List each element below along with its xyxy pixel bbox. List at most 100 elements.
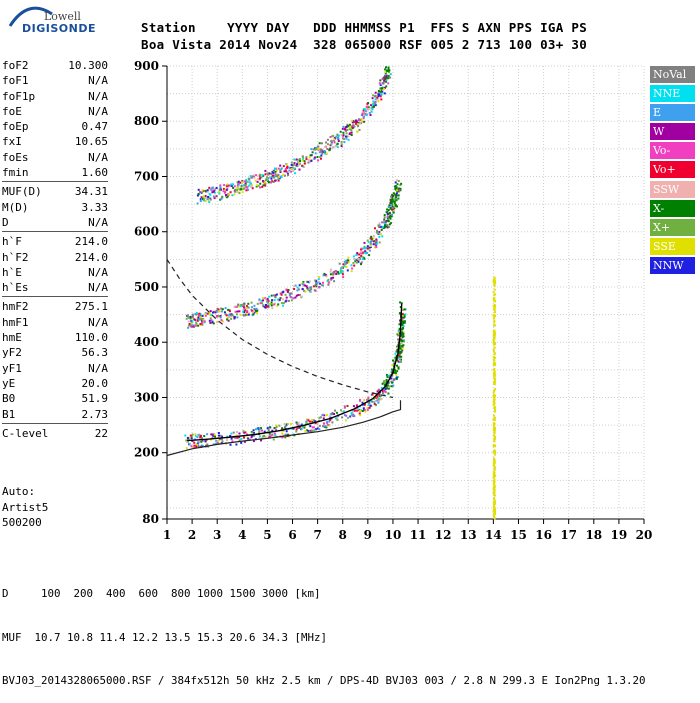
echo-dot	[280, 302, 283, 305]
echo-dot	[360, 261, 363, 264]
echo-dot	[492, 350, 495, 353]
echo-dot	[371, 97, 374, 100]
echo-dot	[360, 118, 363, 121]
echo-dot	[402, 335, 405, 338]
echo-dot	[287, 171, 290, 174]
echo-dot	[393, 362, 396, 365]
echo-dot	[221, 440, 224, 443]
param-row-mufd: MUF(D) 34.31	[2, 184, 108, 199]
echo-dot	[493, 297, 495, 300]
echo-dot	[307, 161, 310, 164]
param-value: 56.3	[81, 346, 109, 360]
echo-dot	[282, 165, 285, 168]
echo-dot	[210, 433, 213, 436]
echo-dot	[243, 311, 246, 314]
echo-dot	[248, 178, 251, 181]
echo-dot	[346, 269, 349, 272]
legend-item-ssw: SSW	[650, 180, 695, 198]
echo-dot	[366, 245, 369, 248]
echo-dot	[213, 190, 215, 193]
echo-dot	[297, 424, 300, 427]
echo-dot	[194, 324, 197, 327]
echo-dot	[275, 293, 278, 296]
echo-dot	[398, 328, 401, 331]
echo-dot	[285, 288, 288, 291]
echo-dot	[384, 78, 387, 81]
echo-dot	[220, 442, 223, 445]
echo-dot	[344, 135, 347, 138]
echo-dot	[351, 119, 354, 122]
echo-dot	[264, 306, 267, 309]
param-separator	[2, 296, 108, 298]
echo-dot	[321, 152, 324, 155]
echo-dot	[493, 432, 496, 435]
echo-dot	[493, 284, 496, 287]
echo-dot	[348, 126, 351, 129]
echo-dot	[312, 148, 315, 151]
echo-dot	[354, 260, 357, 263]
echo-dot	[212, 195, 215, 198]
echo-dot	[379, 89, 382, 92]
echo-dot	[278, 298, 281, 301]
echo-dot	[375, 246, 378, 249]
echo-dot	[389, 198, 392, 201]
param-name: yF2	[2, 346, 22, 360]
echo-dot	[189, 434, 192, 437]
echo-dot	[250, 185, 253, 188]
echo-dot	[494, 395, 496, 398]
echo-dot	[401, 318, 404, 321]
echo-dot	[493, 414, 496, 417]
echo-dot	[213, 197, 216, 200]
echo-dot	[208, 319, 211, 322]
echo-dot	[327, 278, 330, 281]
echo-dot	[279, 297, 282, 300]
echo-dot	[352, 125, 355, 128]
echo-dot	[322, 281, 324, 284]
echo-dot	[280, 291, 283, 294]
param-value: 0.47	[81, 120, 109, 134]
x-tick-label: 5	[263, 528, 271, 542]
echo-dot	[394, 187, 397, 190]
echo-dot	[330, 143, 333, 146]
echo-dot	[377, 100, 380, 103]
echo-dot	[253, 431, 255, 434]
echo-dot	[289, 295, 292, 298]
echo-dot	[254, 179, 257, 182]
echo-dot	[391, 196, 394, 199]
echo-dot	[301, 288, 304, 291]
echo-dot	[367, 106, 370, 109]
y-tick-label: 300	[134, 390, 159, 404]
echo-dot	[204, 440, 207, 443]
echo-dot	[379, 84, 382, 86]
echo-dot	[285, 423, 288, 426]
echo-dot	[366, 247, 369, 250]
echo-dot	[351, 409, 354, 412]
echo-dot	[381, 235, 384, 238]
echo-dot	[341, 410, 344, 413]
echo-dot	[256, 308, 259, 311]
echo-dot	[380, 93, 383, 96]
echo-dot	[268, 295, 271, 298]
legend-item-nne: NNE	[650, 85, 695, 103]
echo-dot	[387, 77, 390, 80]
echo-dot	[384, 224, 386, 227]
echo-dot	[362, 108, 365, 111]
echo-dot	[297, 294, 300, 296]
polarization-legend: NoVal NNE E W Vo- Vo+ SSW X- X+ SSE NNW	[650, 66, 695, 276]
echo-dot	[369, 244, 372, 247]
echo-dot	[400, 342, 403, 345]
echo-dot	[492, 488, 495, 491]
echo-dot	[387, 66, 390, 69]
echo-dot	[243, 431, 246, 434]
echo-dot	[184, 434, 187, 437]
echo-dot	[383, 214, 386, 217]
echo-dot	[363, 403, 366, 406]
virtual-height-curve	[166, 259, 394, 399]
echo-dot	[371, 108, 374, 111]
echo-dot	[340, 134, 343, 137]
echo-dot	[242, 185, 245, 188]
echo-dot	[242, 430, 245, 433]
echo-dot	[288, 294, 291, 297]
param-name: hmE	[2, 331, 22, 345]
echo-dot	[377, 224, 380, 227]
